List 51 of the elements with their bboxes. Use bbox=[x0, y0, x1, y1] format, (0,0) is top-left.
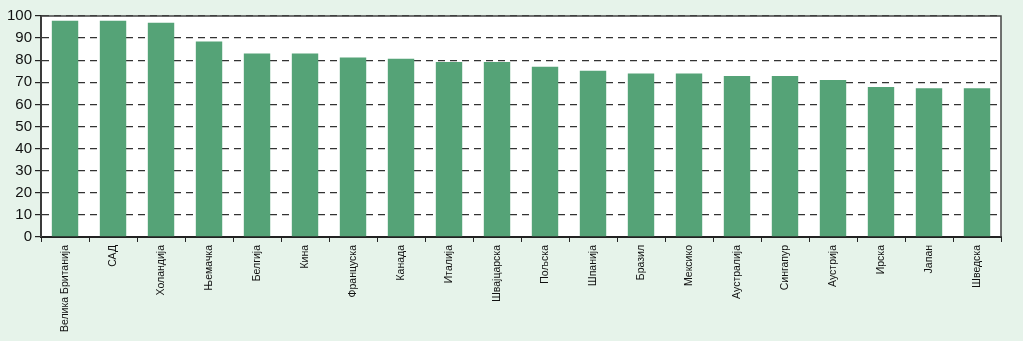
y-tick-label: 50 bbox=[15, 116, 33, 134]
x-tick-label: Јапан bbox=[921, 244, 934, 274]
bar bbox=[147, 22, 175, 237]
x-tick-label: Француска bbox=[345, 244, 358, 298]
x-tick-label: Кина bbox=[297, 244, 310, 269]
x-tick-label: САД bbox=[105, 244, 118, 267]
bar bbox=[579, 70, 607, 237]
bar bbox=[531, 66, 559, 237]
y-tick-label: 70 bbox=[15, 72, 33, 90]
y-tick-label: 10 bbox=[15, 205, 33, 223]
y-tick-label: 30 bbox=[15, 160, 33, 178]
x-tick-label: Ирска bbox=[873, 244, 886, 275]
bar bbox=[819, 80, 847, 237]
bar bbox=[51, 20, 79, 237]
y-tick-label: 40 bbox=[15, 138, 33, 156]
y-tick-label: 60 bbox=[15, 94, 33, 112]
x-tick-label: Аустралија bbox=[729, 244, 742, 299]
y-tick-label: 100 bbox=[7, 6, 33, 24]
x-tick-label: Италија bbox=[441, 244, 454, 284]
x-tick-label: Бразил bbox=[633, 244, 646, 281]
x-tick-label: Швајцарска bbox=[489, 244, 502, 302]
x-tick-label: Шпанија bbox=[585, 244, 598, 286]
x-tick-label: Мексико bbox=[681, 244, 694, 287]
y-tick-label: 20 bbox=[15, 182, 33, 200]
bar bbox=[675, 73, 703, 237]
bar bbox=[435, 61, 463, 237]
y-tick-label: 80 bbox=[15, 50, 33, 68]
x-tick-label: Холандија bbox=[153, 244, 166, 296]
bar bbox=[339, 57, 367, 237]
bar bbox=[291, 53, 319, 237]
bar bbox=[483, 61, 511, 237]
bar bbox=[195, 41, 223, 237]
bar bbox=[243, 53, 271, 237]
bar bbox=[867, 86, 895, 237]
bar bbox=[387, 58, 415, 237]
bar bbox=[963, 88, 991, 237]
y-tick-label: 90 bbox=[15, 28, 33, 46]
x-tick-label: Велика Британија bbox=[57, 244, 70, 332]
x-tick-label: Белгија bbox=[249, 244, 262, 282]
bar bbox=[723, 76, 751, 237]
y-tick-label: 0 bbox=[23, 227, 33, 245]
x-tick-label: Пољска bbox=[537, 244, 550, 284]
bar bbox=[771, 76, 799, 237]
bar bbox=[627, 73, 655, 237]
x-tick-label: Канада bbox=[393, 244, 406, 281]
x-tick-label: Сингапур bbox=[777, 244, 790, 291]
x-tick-label: Аустрија bbox=[825, 244, 838, 287]
x-tick-label: Шведска bbox=[969, 244, 982, 288]
x-tick-label: Њемачка bbox=[201, 244, 214, 291]
bar bbox=[99, 20, 127, 237]
bar bbox=[915, 88, 943, 237]
